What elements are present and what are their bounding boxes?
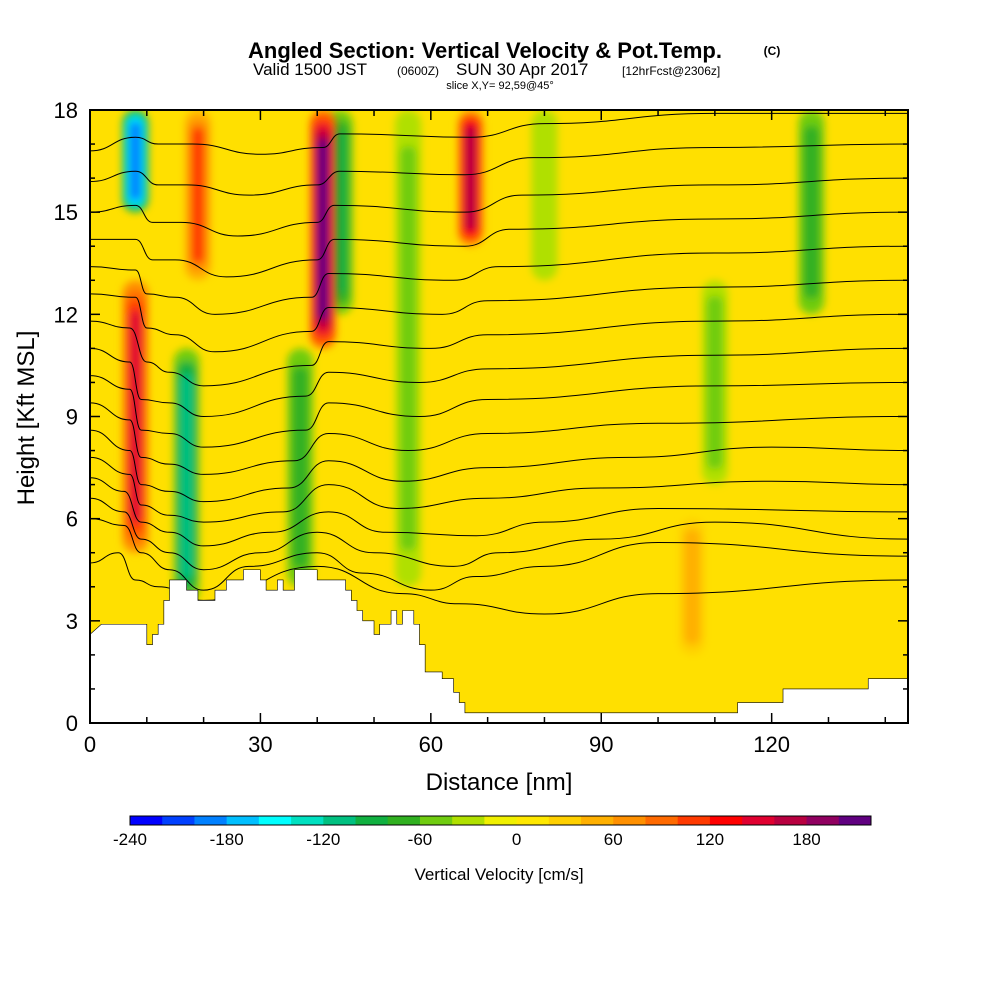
colorbar-swatch [645,816,679,825]
y-tick-label: 18 [54,98,78,123]
x-axis-label: Distance [nm] [426,769,573,796]
updraft-1 [184,110,211,281]
isentrope-line-0 [90,552,908,615]
colorbar-swatch [806,816,840,825]
colorbar-tick-label: -60 [408,830,433,849]
colorbar-swatch [516,816,550,825]
y-axis-label: Height [Kft MSL] [13,331,40,506]
updraft-0 [122,280,149,553]
chart-subtitle: Valid 1500 JST (0600Z) SUN 30 Apr 2017 [… [253,60,720,79]
x-tick-label: 120 [753,732,790,757]
colorbar-tick-label: 180 [792,830,820,849]
colorbar-swatch [323,816,357,825]
colorbar-swatch [548,816,582,825]
colorbar-swatch [355,816,389,825]
colorbar-swatch [709,816,743,825]
chart-title-unit: (C) [764,44,781,58]
x-tick-label: 60 [419,732,443,757]
isentrope-line-12 [90,211,908,278]
isentrope-line-4 [90,456,908,523]
downdraft-4 [395,110,422,587]
x-tick-label: 30 [248,732,272,757]
terrain [90,569,908,723]
colorbar-tick-label: 120 [696,830,724,849]
colorbar-tick-label: 0 [512,830,521,849]
colorbar-swatch [452,816,485,825]
colorbar-swatch [162,816,195,825]
isentrope-line-7 [90,375,908,448]
isentrope-line-14 [90,143,908,196]
isentrope-line-5 [90,429,908,503]
isentrope-line-13 [90,177,908,237]
colorbar-swatch [581,816,614,825]
x-axis: 0 30 60 90 120 [84,110,887,757]
colorbar-swatch [194,816,228,825]
colorbar-tick-label: -180 [210,830,244,849]
isentrope-line-15 [90,112,908,155]
colorbar-swatch [419,816,453,825]
plot-area [90,110,908,723]
svg-text:Valid 1500 JST: Valid 1500 JST [253,60,367,79]
isentrope-line-3 [90,477,908,547]
colorbar-tick-label: 60 [604,830,623,849]
colorbar-swatch [484,816,518,825]
y-tick-label: 9 [66,405,78,430]
colorbar-swatch [130,816,163,825]
downdraft-0 [122,110,149,213]
isentrope-line-9 [90,313,908,387]
isentrope-line-1 [90,518,908,591]
isentrope-line-2 [90,497,908,571]
slice-info: slice X,Y= 92,59@45° [446,80,554,92]
colorbar-swatch [613,816,646,825]
colorbar-frame [129,815,872,826]
x-tick-label: 0 [84,732,96,757]
colorbar-swatch [838,816,872,825]
colorbar-swatch [291,816,324,825]
y-axis: 0 3 6 9 12 15 18 [54,98,908,736]
colorbar-swatch [774,816,808,825]
colorbar-ticks: -240 -180 -120 -60 0 60 120 180 [113,830,821,849]
downdraft-6 [701,280,728,485]
y-tick-label: 0 [66,711,78,736]
isentrope-line-6 [90,402,908,475]
isentropes [90,112,908,615]
isentrope-line-11 [90,245,908,315]
colorbar-swatch [387,816,421,825]
isentrope-line-8 [90,347,908,418]
colorbar-swatch [226,816,260,825]
y-tick-label: 6 [66,507,78,532]
downdraft-1 [173,348,200,604]
colorbar-tick-label: -240 [113,830,147,849]
svg-text:[12hrFcst@2306z]: [12hrFcst@2306z] [622,64,720,78]
chart-title: Angled Section: Vertical Velocity & Pot.… [248,38,722,63]
colorbar-swatch [258,816,292,825]
updraft-4 [679,518,706,655]
x-tick-label: 90 [589,732,613,757]
y-tick-label: 15 [54,200,78,225]
y-tick-label: 12 [54,302,78,327]
downdraft-7 [798,110,825,315]
colorbar [129,815,872,826]
y-tick-label: 3 [66,609,78,634]
svg-text:(0600Z): (0600Z) [397,64,439,78]
svg-text:SUN 30 Apr 2017: SUN 30 Apr 2017 [456,60,588,79]
colorbar-swatch [742,816,775,825]
isentrope-line-10 [90,279,908,353]
updraft-3 [457,110,484,247]
updraft-2 [309,110,336,349]
colorbar-tick-label: -120 [306,830,340,849]
downdraft-2 [287,348,314,587]
colorbar-label: Vertical Velocity [cm/s] [414,865,583,884]
colorbar-swatch [677,816,711,825]
